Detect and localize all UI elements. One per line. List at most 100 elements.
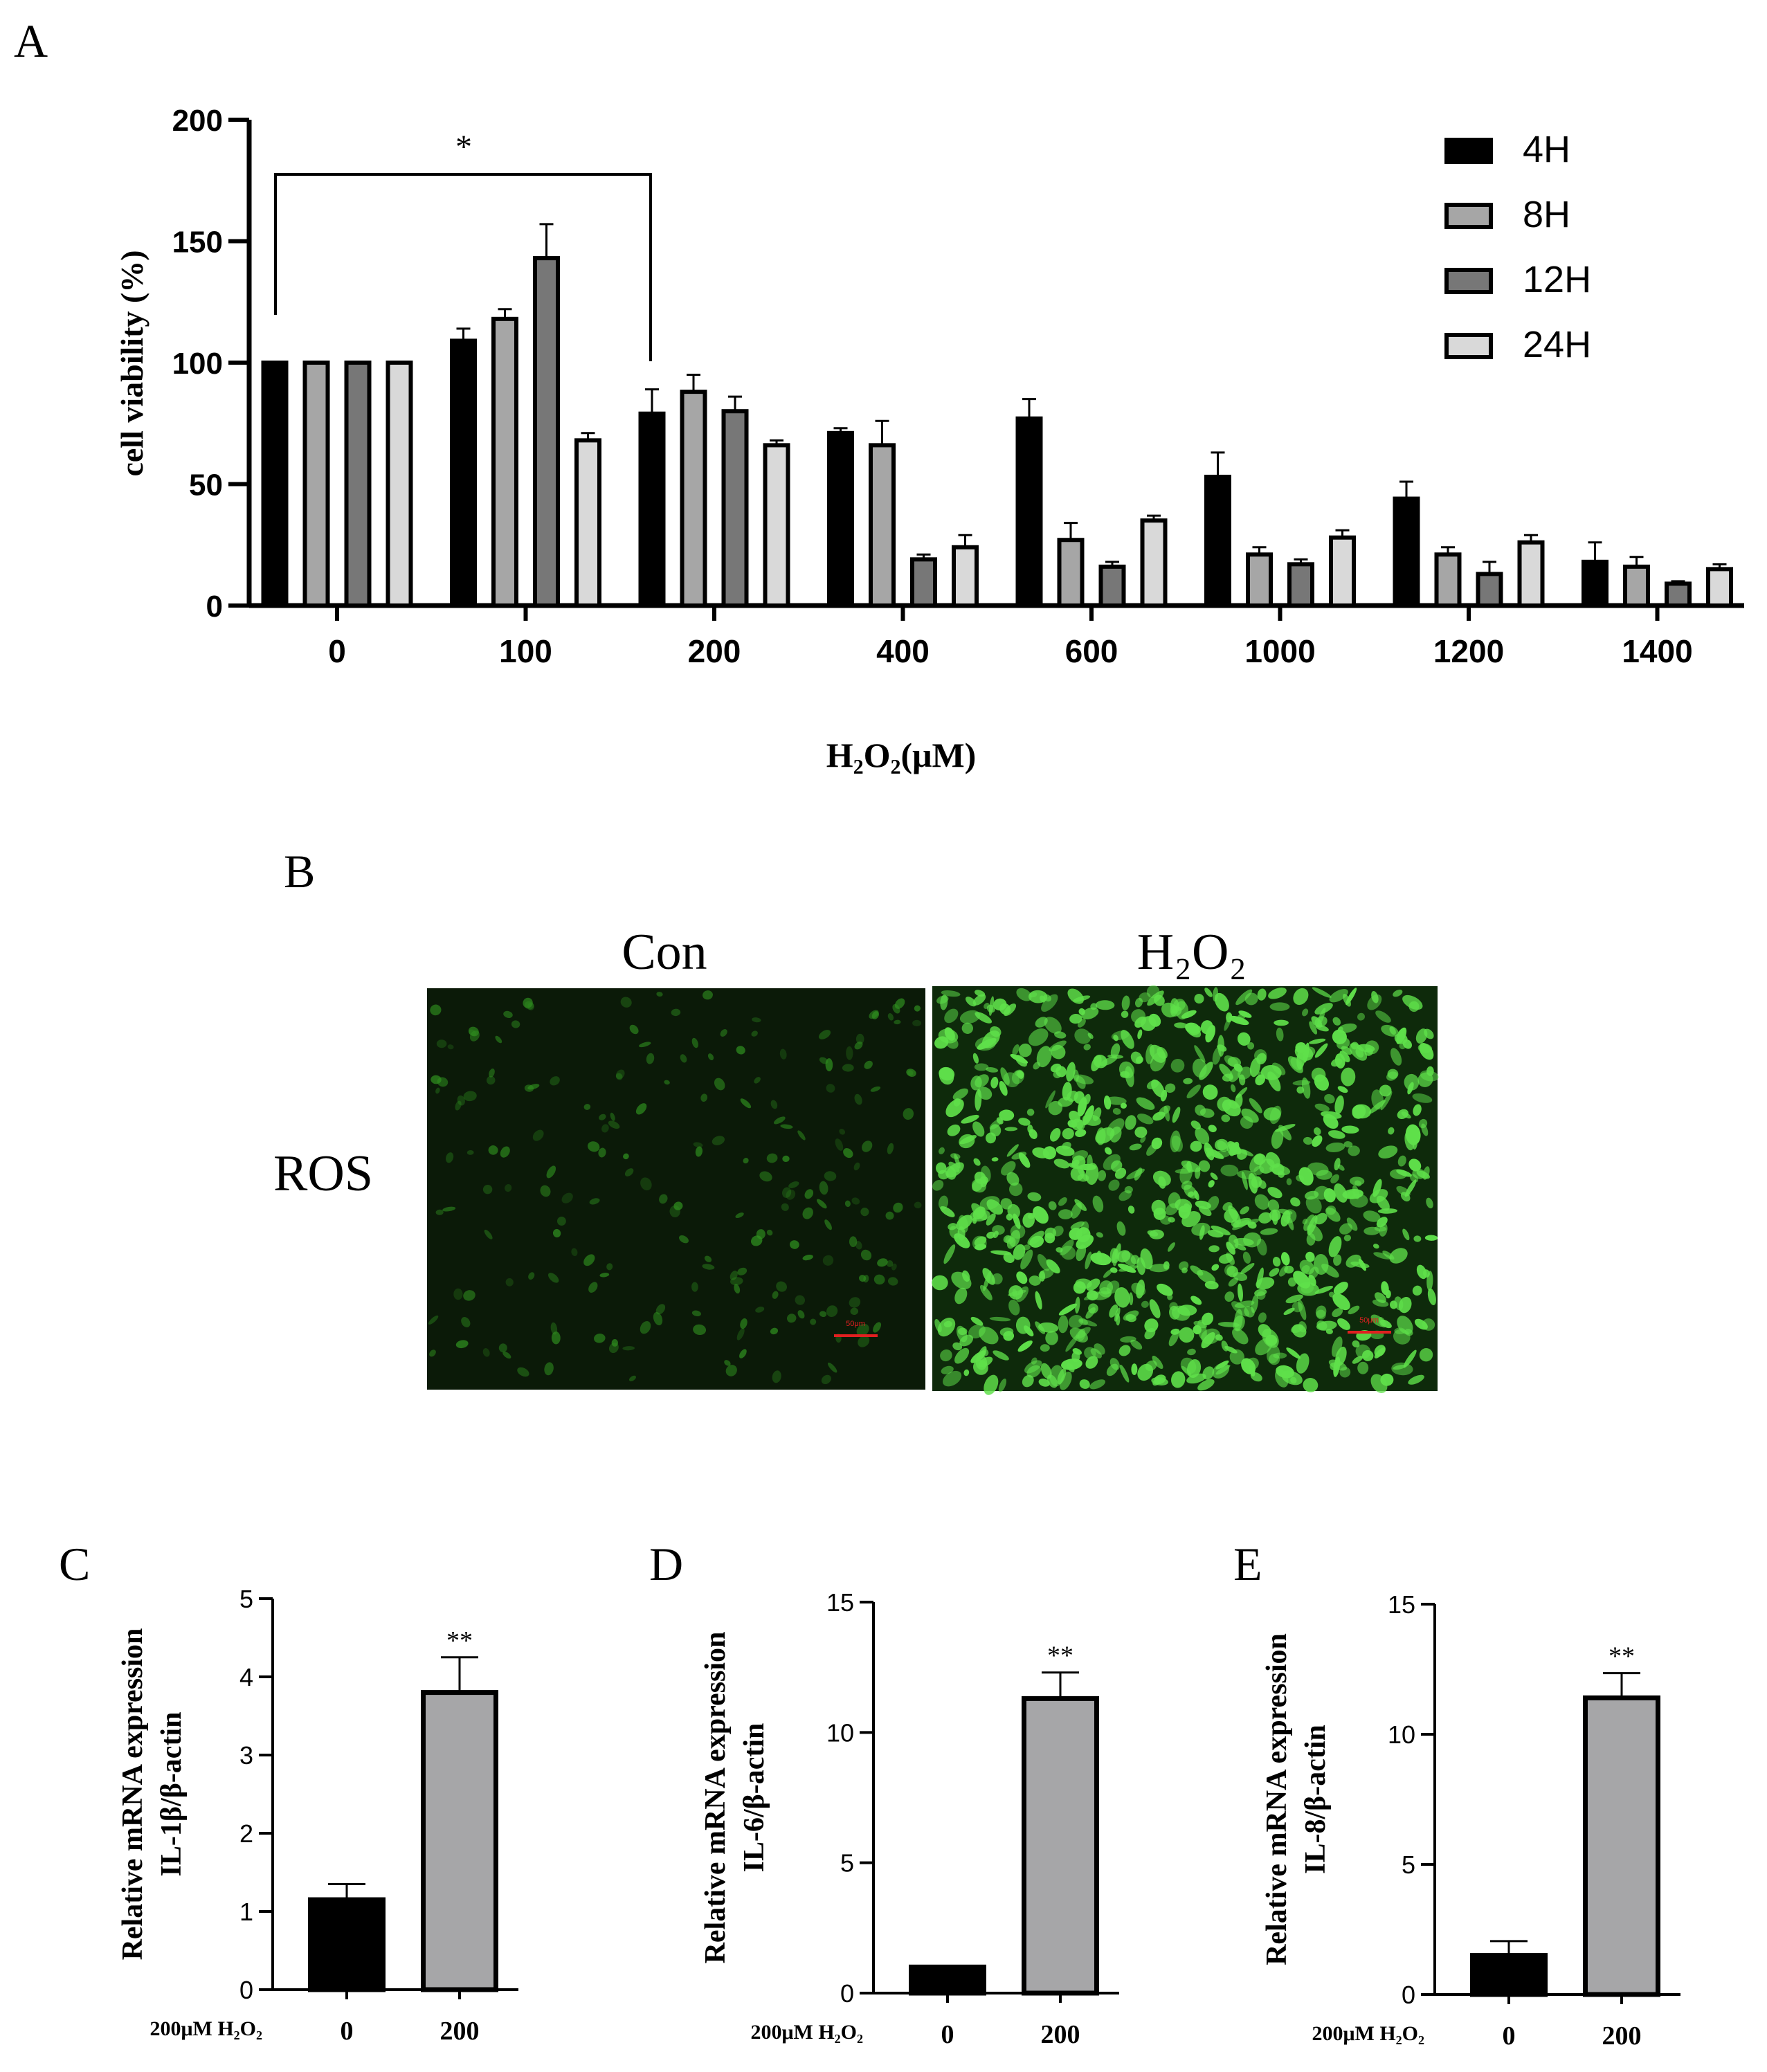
cell (1146, 1080, 1159, 1090)
cell (788, 1181, 799, 1188)
cell (1293, 988, 1309, 1006)
cell (1349, 1193, 1368, 1208)
cell (843, 1148, 853, 1158)
bar (1476, 572, 1503, 608)
significance-star: * (455, 129, 472, 165)
cell (934, 1318, 942, 1333)
y-tick-label: 5 (840, 1849, 854, 1878)
significance-stars: ** (446, 1626, 473, 1655)
cell (1085, 1307, 1096, 1319)
bar (1665, 581, 1692, 608)
cell (1081, 1007, 1099, 1019)
cell (1235, 989, 1253, 1006)
cell (864, 1060, 873, 1069)
cell (1325, 1142, 1345, 1152)
cell (1333, 1282, 1348, 1295)
cell (1195, 1127, 1210, 1145)
bar (386, 361, 413, 608)
cell (1293, 1271, 1311, 1289)
cell (1267, 1071, 1281, 1092)
x-prefix-label: 200μM H₂O₂ (751, 2021, 863, 2044)
cell (766, 1229, 773, 1236)
cell (1256, 1267, 1264, 1289)
cell (1018, 1043, 1032, 1057)
x-tick-label: 0 (341, 2017, 354, 2046)
y-tick-label: 15 (826, 1588, 854, 1617)
cell (691, 1310, 701, 1317)
cell (1334, 1158, 1341, 1171)
cell (990, 1026, 1002, 1037)
cell (754, 1077, 761, 1084)
legend-swatch (1444, 203, 1493, 229)
cell (1071, 1159, 1080, 1167)
x-tick-label: 200 (688, 633, 741, 669)
cell (999, 1327, 1014, 1336)
cell (601, 1124, 609, 1133)
cell (736, 1328, 745, 1341)
cell (679, 1235, 689, 1244)
chart-a-ylabel: cell viability (%) (114, 250, 149, 476)
cell (524, 1084, 534, 1092)
y-tick-label: 15 (1388, 1590, 1415, 1619)
cell (1073, 1074, 1094, 1084)
cell (1035, 1017, 1048, 1028)
cell (810, 1318, 817, 1325)
cell (635, 1103, 647, 1115)
cell (1062, 1128, 1074, 1140)
cell (1269, 1268, 1280, 1277)
cell (1248, 1173, 1258, 1194)
cell (941, 990, 961, 997)
cell (695, 1146, 703, 1157)
chart-a: cell viability (%) H₂O₂(μM) 0 50 100 150 200… (114, 104, 1744, 774)
cell (1301, 1264, 1310, 1274)
cell (1237, 1032, 1251, 1046)
cell (1332, 1308, 1343, 1318)
cell (1105, 1096, 1127, 1105)
cell (1371, 991, 1379, 1003)
cell (991, 1273, 1003, 1284)
cell (1339, 1223, 1352, 1235)
y-label-line-1: Relative mRNA expression (700, 1632, 732, 1964)
cell (1272, 1256, 1281, 1267)
cell (1198, 1160, 1211, 1172)
cell (963, 1369, 970, 1376)
cell (797, 1130, 806, 1140)
cell (1325, 1206, 1336, 1215)
y-tick-label: 10 (1388, 1720, 1415, 1749)
cell (1413, 1235, 1422, 1242)
cell (1218, 1253, 1233, 1264)
cell (1051, 1044, 1066, 1060)
cell (1311, 1067, 1326, 1082)
cell (429, 1349, 436, 1357)
cell (1004, 1127, 1018, 1132)
cell (1201, 1332, 1215, 1349)
cell (1158, 1176, 1166, 1189)
cell (1177, 1305, 1197, 1316)
cell (1026, 1108, 1035, 1116)
panel-label-c: C (59, 1538, 90, 1590)
cell (1316, 1320, 1337, 1331)
cell (1278, 1208, 1293, 1215)
cell (1136, 1114, 1154, 1125)
cell (505, 1278, 514, 1287)
cell (673, 1201, 683, 1210)
cell (1000, 1067, 1010, 1085)
cell (495, 1035, 502, 1044)
cell (1079, 1379, 1090, 1389)
cell (1419, 1348, 1433, 1362)
cell (1364, 1048, 1373, 1056)
cell (523, 997, 533, 1008)
cell (776, 1281, 787, 1292)
cell (1260, 1228, 1278, 1235)
cell (1315, 1305, 1327, 1318)
x-tick-label: 200 (1041, 2020, 1080, 2049)
cell (1211, 1150, 1231, 1158)
cell (1152, 1111, 1166, 1121)
cell (1011, 1152, 1027, 1160)
cell (974, 1172, 986, 1184)
cell (1199, 1225, 1205, 1240)
cell (623, 1153, 629, 1160)
cell (1011, 1069, 1025, 1084)
cell (770, 1327, 779, 1335)
